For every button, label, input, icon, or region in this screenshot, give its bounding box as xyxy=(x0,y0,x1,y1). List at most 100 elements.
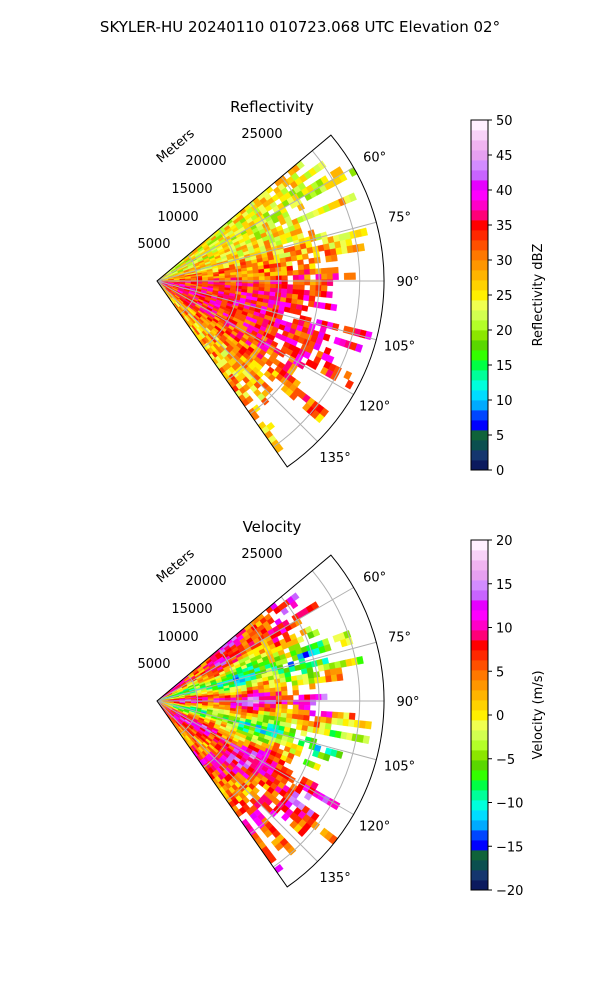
colorbar-tick-label: 5 xyxy=(496,665,504,680)
colorbar-tick-label: 40 xyxy=(496,184,513,199)
colorbar-tick-label: 35 xyxy=(496,219,513,234)
field-cell xyxy=(270,275,277,281)
field-cell xyxy=(348,719,355,728)
field-cell xyxy=(292,685,299,691)
colorbar-tick-label: 10 xyxy=(496,622,513,637)
colorbar-segment xyxy=(471,200,488,211)
radial-tick-label: 10000 xyxy=(157,630,198,645)
field-cell xyxy=(281,284,288,290)
colorbar-segment xyxy=(471,780,488,791)
azimuth-tick-label: 135° xyxy=(319,871,350,886)
colorbar-segment xyxy=(471,750,488,761)
field-cell xyxy=(330,254,338,262)
colorbar-segment xyxy=(471,870,488,881)
colorbar-segment xyxy=(471,170,488,181)
colorbar-segment xyxy=(471,690,488,701)
colorbar-tick-label: 0 xyxy=(496,464,504,479)
field-cell xyxy=(253,703,260,708)
colorbar-segment xyxy=(471,650,488,661)
field-cell xyxy=(292,689,299,696)
field-cell xyxy=(359,720,367,729)
azimuth-tick-label: 105° xyxy=(384,339,415,354)
colorbar-segment xyxy=(471,450,488,461)
field-cell xyxy=(270,283,277,289)
figure-suptitle: SKYLER-HU 20240110 010723.068 UTC Elevat… xyxy=(100,18,500,36)
field-cell xyxy=(343,272,351,280)
field-cell xyxy=(202,698,209,701)
range-ring xyxy=(203,228,239,348)
field-cell xyxy=(253,696,260,701)
field-cell xyxy=(304,274,311,281)
colorbar-segment xyxy=(471,230,488,241)
field-cell xyxy=(321,693,328,701)
velocity-panel: Velocity 5000 10000 15000 20000 25000 60° 75°… xyxy=(137,518,546,899)
field-cell xyxy=(281,695,288,701)
radial-tick-label: 15000 xyxy=(171,182,212,197)
field-cell xyxy=(308,295,316,302)
reflectivity-colorbar-label: Reflectivity dBZ xyxy=(531,244,546,347)
field-cell xyxy=(335,667,343,675)
field-cell xyxy=(258,272,265,277)
field-cell xyxy=(309,694,317,701)
field-cell xyxy=(286,270,294,276)
colorbar-segment xyxy=(471,420,488,431)
field-cell xyxy=(313,762,322,771)
colorbar-segment xyxy=(471,640,488,651)
reflectivity-frame xyxy=(156,134,385,468)
field-cell xyxy=(269,687,277,693)
field-cell xyxy=(343,370,353,381)
range-ring xyxy=(272,150,361,448)
colorbar-segment xyxy=(471,610,488,621)
field-cell xyxy=(308,677,316,685)
field-cell xyxy=(326,291,333,299)
colorbar-segment xyxy=(471,820,488,831)
field-cell xyxy=(207,278,214,281)
field-cell xyxy=(270,703,277,709)
field-cell xyxy=(332,266,339,274)
field-cell xyxy=(325,255,333,263)
field-cell xyxy=(258,276,266,281)
field-cell xyxy=(281,708,288,714)
field-cell xyxy=(364,720,372,730)
field-cell xyxy=(326,711,333,719)
field-cell xyxy=(301,253,309,260)
colorbar-segment xyxy=(471,140,488,151)
azimuth-spoke xyxy=(156,167,354,282)
field-cell xyxy=(298,284,305,291)
field-cell xyxy=(267,373,277,383)
field-cell xyxy=(309,284,317,292)
field-cell xyxy=(292,269,299,276)
field-cell xyxy=(269,271,277,277)
colorbar-segment xyxy=(471,380,488,391)
azimuth-tick-label: 90° xyxy=(396,275,419,290)
colorbar-segment xyxy=(471,800,488,811)
colorbar-segment xyxy=(471,240,488,251)
field-cell xyxy=(336,718,344,726)
field-cell xyxy=(298,289,305,296)
field-cell xyxy=(319,676,327,684)
field-cell xyxy=(281,690,288,696)
colorbar-segment xyxy=(471,720,488,731)
colorbar-segment xyxy=(471,350,488,361)
reflectivity-grid xyxy=(156,150,384,448)
field-cell xyxy=(236,697,243,701)
field-cell xyxy=(281,270,288,276)
field-cell xyxy=(285,676,292,683)
field-cell xyxy=(296,635,305,644)
field-cell xyxy=(348,712,356,721)
azimuth-spoke xyxy=(156,221,377,282)
field-cell xyxy=(297,259,304,266)
colorbar-segment xyxy=(471,130,488,141)
range-ring xyxy=(226,202,280,382)
field-cell xyxy=(336,673,344,682)
field-cell xyxy=(294,308,302,316)
colorbar-segment xyxy=(471,440,488,451)
field-cell xyxy=(285,261,293,267)
field-cell xyxy=(264,272,271,277)
field-cell xyxy=(287,284,294,290)
field-cell xyxy=(230,277,237,281)
colorbar-segment xyxy=(471,340,488,351)
field-cell xyxy=(224,275,231,279)
field-cell xyxy=(297,714,305,721)
field-cell xyxy=(301,305,309,312)
